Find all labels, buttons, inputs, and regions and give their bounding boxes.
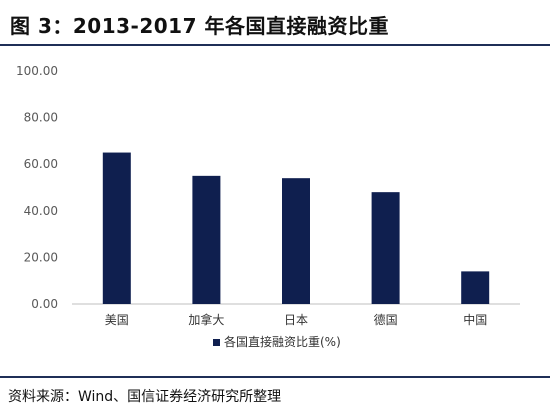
bar-chart: 0.00 20.00 40.00 60.00 80.00 100.00 美国 加拿大 日本 德国 中… (16, 64, 520, 349)
legend-swatch (213, 339, 220, 346)
y-tick-label: 80.00 (24, 111, 58, 125)
bar (102, 152, 131, 304)
x-tick-label: 美国 (105, 313, 129, 327)
source-bar: 资料来源：Wind、国信证券经济研究所整理 (0, 376, 550, 410)
y-tick-label: 60.00 (24, 157, 58, 171)
bar (371, 192, 400, 304)
x-tick-label: 加拿大 (188, 312, 224, 327)
x-tick-label: 日本 (284, 313, 308, 327)
y-tick-label: 0.00 (31, 297, 58, 311)
y-tick-label: 40.00 (24, 204, 58, 218)
y-tick-label: 20.00 (24, 250, 58, 264)
x-tick-label: 中国 (463, 312, 487, 327)
title-bar: 图 3：2013-2017 年各国直接融资比重 (0, 0, 550, 46)
bar (282, 178, 310, 304)
bar (192, 175, 221, 304)
legend-label: 各国直接融资比重(%) (224, 334, 341, 349)
x-tick-label: 德国 (374, 312, 398, 327)
y-tick-label: 100.00 (16, 64, 58, 78)
figure-title: 图 3：2013-2017 年各国直接融资比重 (10, 14, 389, 38)
bar (461, 271, 490, 304)
source-note: 资料来源：Wind、国信证券经济研究所整理 (8, 389, 282, 405)
